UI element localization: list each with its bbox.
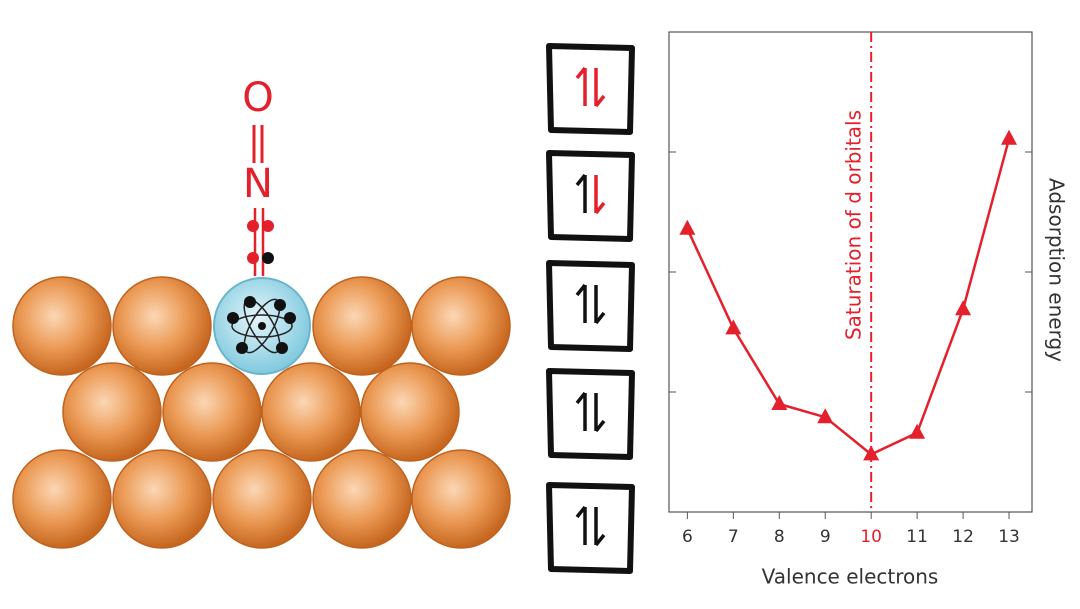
data-point bbox=[679, 219, 696, 235]
copper-atom bbox=[411, 449, 511, 549]
spin-up bbox=[575, 391, 587, 431]
orbital-box bbox=[546, 150, 635, 242]
orbital-box bbox=[546, 368, 635, 460]
spin-down bbox=[594, 507, 606, 547]
copper-atom bbox=[212, 449, 312, 549]
copper-atom bbox=[162, 362, 262, 462]
data-point bbox=[909, 423, 926, 439]
spin-down bbox=[594, 285, 606, 325]
annotation: Saturation of d orbitals bbox=[842, 110, 866, 340]
data-point bbox=[817, 408, 834, 424]
data-point bbox=[771, 395, 788, 410]
x-tick-label: 10 bbox=[860, 527, 882, 547]
copper-slab bbox=[12, 276, 511, 549]
spin-up bbox=[575, 173, 587, 213]
data-line bbox=[686, 138, 1011, 456]
x-tick-label: 9 bbox=[820, 527, 831, 547]
x-tick-label: 6 bbox=[682, 527, 693, 547]
atom-label: O bbox=[242, 75, 273, 121]
spin-down bbox=[594, 175, 606, 215]
copper-atom bbox=[360, 362, 460, 462]
copper-atom bbox=[12, 449, 112, 549]
copper-atom bbox=[312, 449, 412, 549]
orbital-box bbox=[546, 260, 635, 352]
spin-down bbox=[594, 68, 606, 108]
x-tick-label: 13 bbox=[998, 527, 1020, 547]
orbital-box bbox=[546, 43, 635, 135]
copper-atom bbox=[112, 449, 212, 549]
spin-up bbox=[575, 66, 587, 106]
data-point bbox=[955, 300, 972, 316]
central-atom bbox=[213, 277, 311, 375]
atom-label: N bbox=[243, 161, 273, 207]
data-point bbox=[725, 319, 742, 335]
spin-up bbox=[575, 283, 587, 323]
x-axis-label: Valence electrons bbox=[762, 565, 939, 589]
copper-atom bbox=[62, 362, 162, 462]
copper-atom bbox=[112, 276, 212, 376]
y-axis-label: Adsorption energy bbox=[1045, 178, 1069, 362]
data-point bbox=[1001, 129, 1018, 145]
copper-atom bbox=[12, 276, 112, 376]
data-point bbox=[863, 445, 880, 461]
x-tick-label: 11 bbox=[906, 527, 928, 547]
x-tick-label: 7 bbox=[728, 527, 739, 547]
spin-down bbox=[594, 393, 606, 433]
copper-atom bbox=[312, 276, 412, 376]
orbital-boxes bbox=[546, 43, 635, 574]
spin-up bbox=[575, 505, 587, 545]
orbital-box bbox=[546, 482, 635, 574]
copper-atom bbox=[261, 362, 361, 462]
x-tick-label: 8 bbox=[774, 527, 785, 547]
copper-atom bbox=[411, 276, 511, 376]
no-molecule: O N bbox=[242, 75, 274, 276]
x-tick-label: 12 bbox=[952, 527, 974, 547]
